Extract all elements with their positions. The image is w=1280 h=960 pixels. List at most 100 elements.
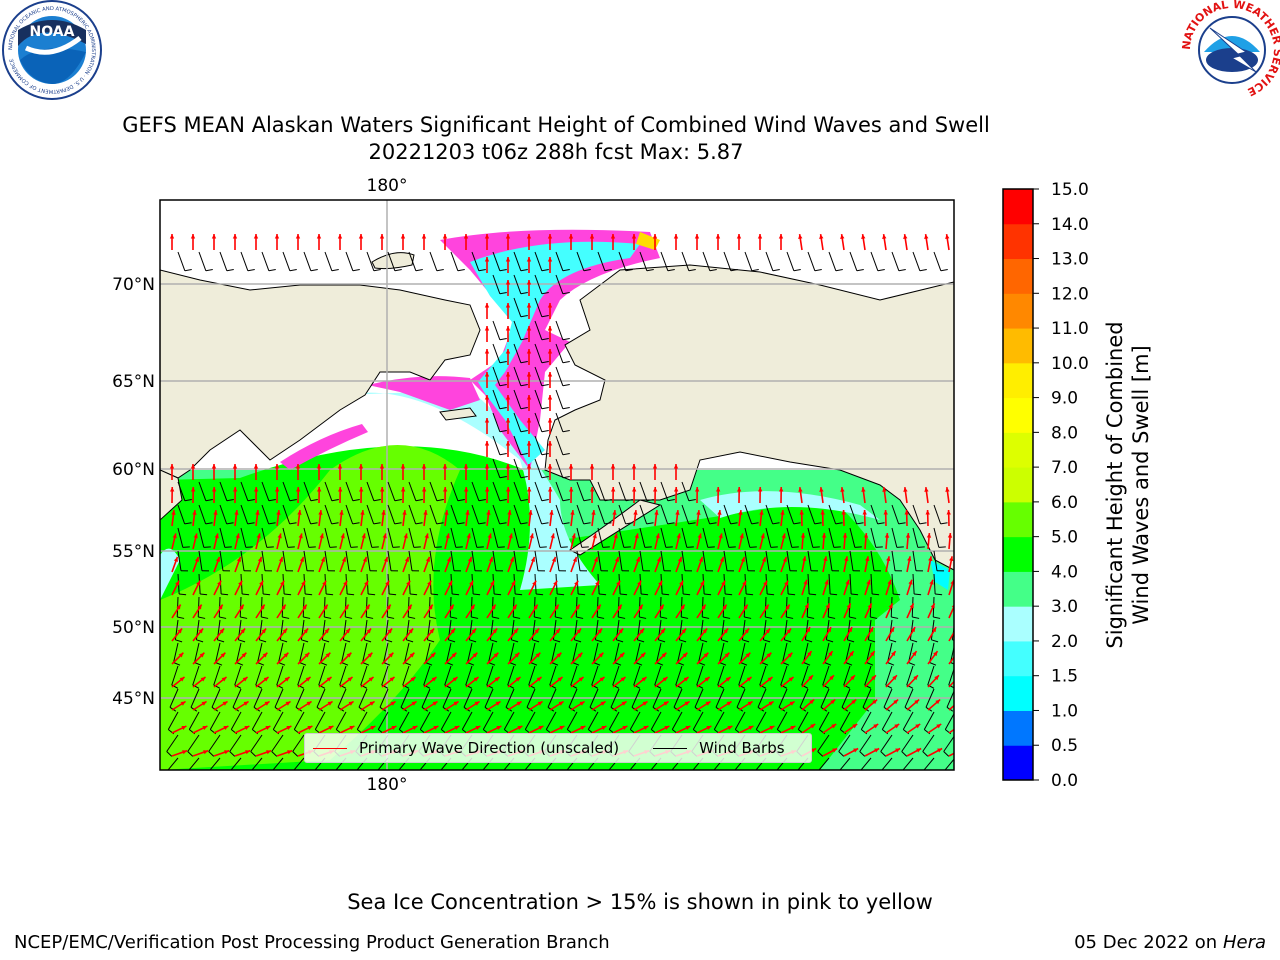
wind-barb xyxy=(933,550,938,571)
wave-direction-arrowhead xyxy=(718,533,723,539)
wind-barb xyxy=(213,665,221,686)
wave-direction-arrowhead xyxy=(238,580,243,586)
wave-direction-arrowhead xyxy=(452,677,458,682)
wave-direction-arrowhead xyxy=(383,556,388,562)
wave-direction-arrowhead xyxy=(874,748,880,753)
wind-barb xyxy=(492,458,501,478)
wind-barb-flag xyxy=(200,593,208,596)
wave-direction-arrowhead xyxy=(410,677,416,682)
wind-barb-flag xyxy=(845,662,853,666)
wave-direction-arrowhead xyxy=(213,510,218,515)
wave-direction-arrowhead xyxy=(305,677,311,682)
wind-barb-flag xyxy=(669,773,674,778)
wind-barb xyxy=(654,665,662,686)
wind-barb xyxy=(320,642,326,663)
wave-direction-arrowhead xyxy=(526,395,532,400)
wind-barb xyxy=(723,527,730,548)
wind-barb xyxy=(408,527,415,548)
wind-barb-flag xyxy=(648,773,653,778)
wind-barb xyxy=(492,389,501,409)
wave-direction-arrowhead xyxy=(621,701,627,706)
wind-barb xyxy=(261,481,270,501)
wind-barb xyxy=(513,504,522,525)
wave-region-1-2m-coast xyxy=(930,560,950,590)
wind-barb-flag xyxy=(175,639,183,643)
wave-direction-arrowhead xyxy=(945,234,950,239)
wind-barb xyxy=(765,527,772,548)
wind-barb xyxy=(635,642,641,663)
wind-barb-flag xyxy=(574,639,582,643)
wind-barb-flag xyxy=(509,662,517,666)
wind-barb-flag xyxy=(807,616,815,619)
wave-direction-arrowhead xyxy=(786,628,792,634)
wind-barb-flag xyxy=(646,269,654,272)
wind-barb xyxy=(219,504,228,525)
wind-barb-flag xyxy=(707,546,715,548)
wind-barb xyxy=(755,711,767,730)
wave-direction-arrowhead xyxy=(453,701,459,706)
wind-barb xyxy=(345,504,354,525)
wave-direction-arrowhead xyxy=(169,464,175,469)
wind-barb xyxy=(177,550,182,571)
wave-direction-arrowhead xyxy=(785,604,790,610)
wind-barb-flag xyxy=(795,773,800,778)
map-panel xyxy=(160,200,954,778)
wind-barb xyxy=(513,343,522,363)
wave-direction-arrowhead xyxy=(844,556,849,562)
colorbar-bin xyxy=(1003,258,1033,294)
wind-barb xyxy=(421,688,431,708)
wind-barb xyxy=(870,504,879,525)
wind-barb xyxy=(339,665,347,686)
wind-barb-flag xyxy=(562,361,570,364)
wind-barb-flag xyxy=(770,546,778,548)
wind-barb-flag xyxy=(310,499,318,502)
wave-direction-arrowhead xyxy=(421,487,427,492)
wind-barb-flag xyxy=(793,269,801,272)
colorbar-bin xyxy=(1003,675,1033,711)
map-frame xyxy=(159,199,955,771)
wind-barb-flag xyxy=(259,639,267,643)
wind-barb xyxy=(838,734,851,752)
wind-barb-flag xyxy=(879,773,884,778)
colorbar-bin xyxy=(1003,571,1033,607)
wave-direction-arrowhead xyxy=(656,556,661,562)
wave-direction-arrowhead xyxy=(682,652,688,658)
wind-barb xyxy=(817,734,830,752)
wave-direction-arrowhead xyxy=(211,487,217,492)
wind-barb xyxy=(282,504,291,525)
colorbar-tick-label: 6.0 xyxy=(1051,493,1078,513)
wind-barb xyxy=(923,757,935,770)
wave-direction-arrowhead xyxy=(526,487,532,492)
wave-direction-arrowhead xyxy=(442,234,448,239)
wind-barb-flag xyxy=(562,476,570,479)
wind-barb xyxy=(387,527,394,548)
wind-barb-flag xyxy=(908,662,916,666)
wave-direction-arrowhead xyxy=(469,580,474,586)
wind-barb xyxy=(681,251,690,271)
wind-barb xyxy=(859,734,872,752)
wave-direction-arrowhead xyxy=(933,651,938,657)
wind-barb xyxy=(488,642,494,663)
wind-barb xyxy=(377,711,389,730)
wave-direction-arrowhead xyxy=(182,750,188,755)
wave-direction-arrowhead xyxy=(748,726,754,730)
wave-direction-arrowhead xyxy=(830,699,836,705)
wave-direction-arrowhead xyxy=(925,510,930,515)
wind-barb-flag xyxy=(856,269,864,272)
wind-barb xyxy=(324,550,329,571)
noaa-logo-text: NOAA xyxy=(30,24,75,40)
wave-direction-arrowhead xyxy=(913,675,918,681)
wave-direction-arrowhead xyxy=(676,533,681,539)
wave-direction-arrowhead xyxy=(638,604,643,610)
wind-barb xyxy=(702,527,709,548)
wind-barb-flag xyxy=(597,616,605,619)
wind-barb-flag xyxy=(683,593,691,596)
wind-barb-flag xyxy=(217,639,225,643)
wave-direction-arrowhead xyxy=(846,603,851,609)
wave-direction-arrowhead xyxy=(528,510,533,515)
wave-direction-arrowhead xyxy=(742,580,747,586)
wind-barb-flag xyxy=(788,593,796,596)
wind-barb xyxy=(513,527,520,548)
wind-barb-flag xyxy=(543,773,548,778)
